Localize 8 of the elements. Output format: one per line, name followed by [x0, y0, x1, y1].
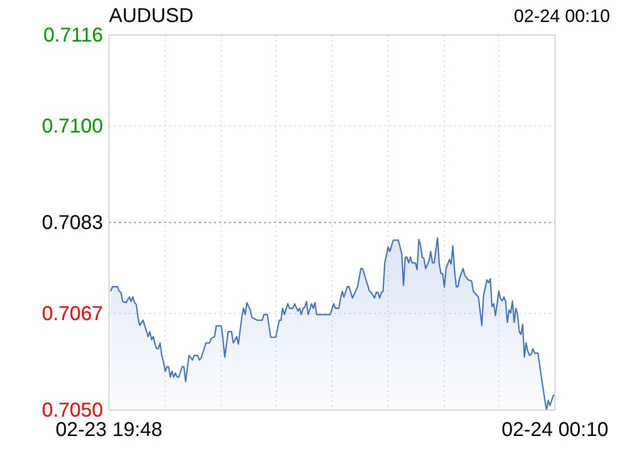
y-tick-label: 0.7083: [42, 212, 103, 234]
chart-title: AUDUSD: [109, 5, 194, 27]
y-tick-label: 0.7067: [42, 302, 103, 325]
y-tick-label: 0.7116: [43, 24, 103, 46]
text: 02-24 00:10: [514, 6, 610, 26]
y-tick-label: 0.7100: [42, 115, 103, 138]
x-tick-label: 02-23 19:48: [56, 419, 162, 442]
y-tick-label: 0.7050: [42, 399, 103, 422]
